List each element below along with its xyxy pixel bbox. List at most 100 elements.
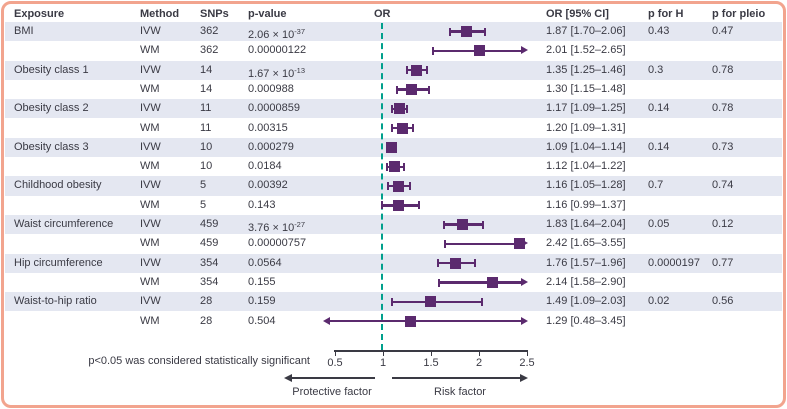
x-axis-line [334, 350, 528, 352]
x-axis-tick [478, 351, 480, 356]
ci-cap-left [385, 162, 388, 171]
snps-cell: 28 [200, 314, 213, 327]
ci-cap-right [406, 104, 408, 113]
or-ci-cell: 1.12 [1.04–1.22] [546, 160, 626, 173]
ci-cap-left [436, 259, 439, 268]
or-marker [474, 45, 486, 57]
p-for-h-cell: 0.7 [648, 179, 664, 192]
p-for-pleio-cell: 0.73 [712, 140, 734, 153]
p-value-cell: 0.00315 [248, 121, 288, 134]
method-cell: WM [140, 160, 160, 173]
ci-line [391, 300, 482, 304]
or-ci-cell: 1.35 [1.25–1.46] [546, 63, 626, 76]
or-marker [486, 277, 498, 289]
ci-cap-right [480, 297, 483, 306]
p-for-pleio-cell: 0.77 [712, 256, 734, 269]
p-for-pleio-cell: 0.56 [712, 295, 734, 308]
ci-cap-left [449, 27, 452, 36]
column-header-snps: SNPs [200, 8, 229, 20]
ci-cap-left [396, 85, 399, 94]
ci-cap-left [406, 66, 408, 75]
risk-factor-label: Risk factor [434, 386, 486, 398]
or-marker [393, 103, 405, 115]
or-ci-cell: 1.83 [1.64–2.04] [546, 218, 626, 230]
ci-cap-left [444, 239, 447, 248]
p-for-h-cell: 0.14 [648, 140, 670, 153]
p-value-cell: 0.0000859 [248, 102, 300, 115]
method-cell: IVW [140, 25, 161, 37]
ci-cap-right [417, 201, 420, 210]
or-marker [396, 122, 408, 134]
exposure-cell: Obesity class 1 [14, 63, 89, 76]
p-value-cell: 0.155 [248, 275, 276, 288]
or-marker [411, 64, 423, 76]
p-for-h-cell: 0.3 [648, 63, 664, 76]
p-value-cell: 0.00392 [248, 179, 288, 192]
method-cell: WM [140, 198, 160, 211]
or-marker [457, 219, 469, 231]
ci-arrow-left [323, 316, 330, 325]
method-cell: WM [140, 44, 160, 57]
ci-line [438, 281, 521, 284]
p-value-cell: 0.000279 [248, 140, 294, 153]
snps-cell: 459 [200, 218, 219, 230]
or-marker [386, 141, 398, 153]
p-for-pleio-cell: 0.78 [712, 102, 734, 115]
p-for-h-cell: 0.0000197 [648, 256, 700, 269]
column-header-or: OR [374, 8, 391, 20]
or-marker [389, 161, 401, 173]
or-ci-cell: 1.87 [1.70–2.06] [546, 25, 626, 37]
or-marker [513, 238, 525, 250]
reference-line [381, 23, 383, 350]
ci-arrow-right [521, 46, 528, 55]
exposure-cell: Childhood obesity [14, 179, 102, 192]
p-for-h-cell: 0.14 [648, 102, 670, 115]
or-ci-cell: 1.76 [1.57–1.96] [546, 256, 626, 269]
or-ci-cell: 1.30 [1.15–1.48] [546, 82, 626, 95]
x-axis-tick [334, 351, 336, 356]
or-ci-cell: 1.16 [0.99–1.37] [546, 198, 626, 211]
ci-cap-right [474, 259, 477, 268]
or-marker [406, 84, 418, 96]
method-cell: IVW [140, 63, 161, 76]
p-for-h-cell: 0.02 [648, 295, 670, 308]
row-stripe [5, 253, 782, 273]
column-header-p-value: p-value [248, 8, 287, 20]
exposure-cell: Waist circumference [14, 218, 114, 230]
ci-cap-right [408, 182, 411, 191]
x-axis-tick-label: 2.5 [519, 357, 535, 369]
risk-arrow-head [520, 373, 528, 382]
p-value-cell: 0.504 [248, 314, 276, 327]
or-ci-cell: 1.17 [1.09–1.25] [546, 102, 626, 115]
p-for-pleio-cell: 0.47 [712, 25, 734, 37]
exposure-cell: BMI [14, 25, 34, 37]
snps-cell: 354 [200, 256, 219, 269]
column-header-exposure: Exposure [14, 8, 65, 20]
or-ci-cell: 1.29 [0.48–3.45] [546, 314, 626, 327]
exposure-cell: Hip circumference [14, 256, 103, 269]
risk-arrow-line [392, 377, 520, 379]
ci-line [330, 319, 521, 323]
method-cell: WM [140, 121, 160, 134]
or-marker [424, 296, 436, 308]
p-value-exponent: -27 [294, 220, 306, 229]
snps-cell: 362 [200, 25, 219, 37]
ci-cap-right [403, 162, 406, 171]
column-header-p-for-pleio: p for pleio [712, 8, 766, 20]
ci-arrow-right [521, 316, 528, 325]
p-value-cell: 0.000988 [248, 82, 294, 95]
method-cell: IVW [140, 295, 161, 308]
p-value-cell: 0.159 [248, 295, 276, 308]
column-header-or-ci: OR [95% CI] [546, 8, 609, 20]
protective-factor-label: Protective factor [292, 386, 372, 398]
method-cell: WM [140, 237, 160, 250]
snps-cell: 28 [200, 295, 213, 308]
p-for-pleio-cell: 0.12 [712, 218, 734, 230]
or-ci-cell: 2.42 [1.65–3.55] [546, 237, 626, 250]
ci-cap-right [481, 220, 484, 229]
or-ci-cell: 1.49 [1.09–2.03] [546, 295, 626, 308]
method-cell: WM [140, 275, 160, 288]
ci-cap-right [426, 66, 429, 75]
or-ci-cell: 1.16 [1.05–1.28] [546, 179, 626, 192]
